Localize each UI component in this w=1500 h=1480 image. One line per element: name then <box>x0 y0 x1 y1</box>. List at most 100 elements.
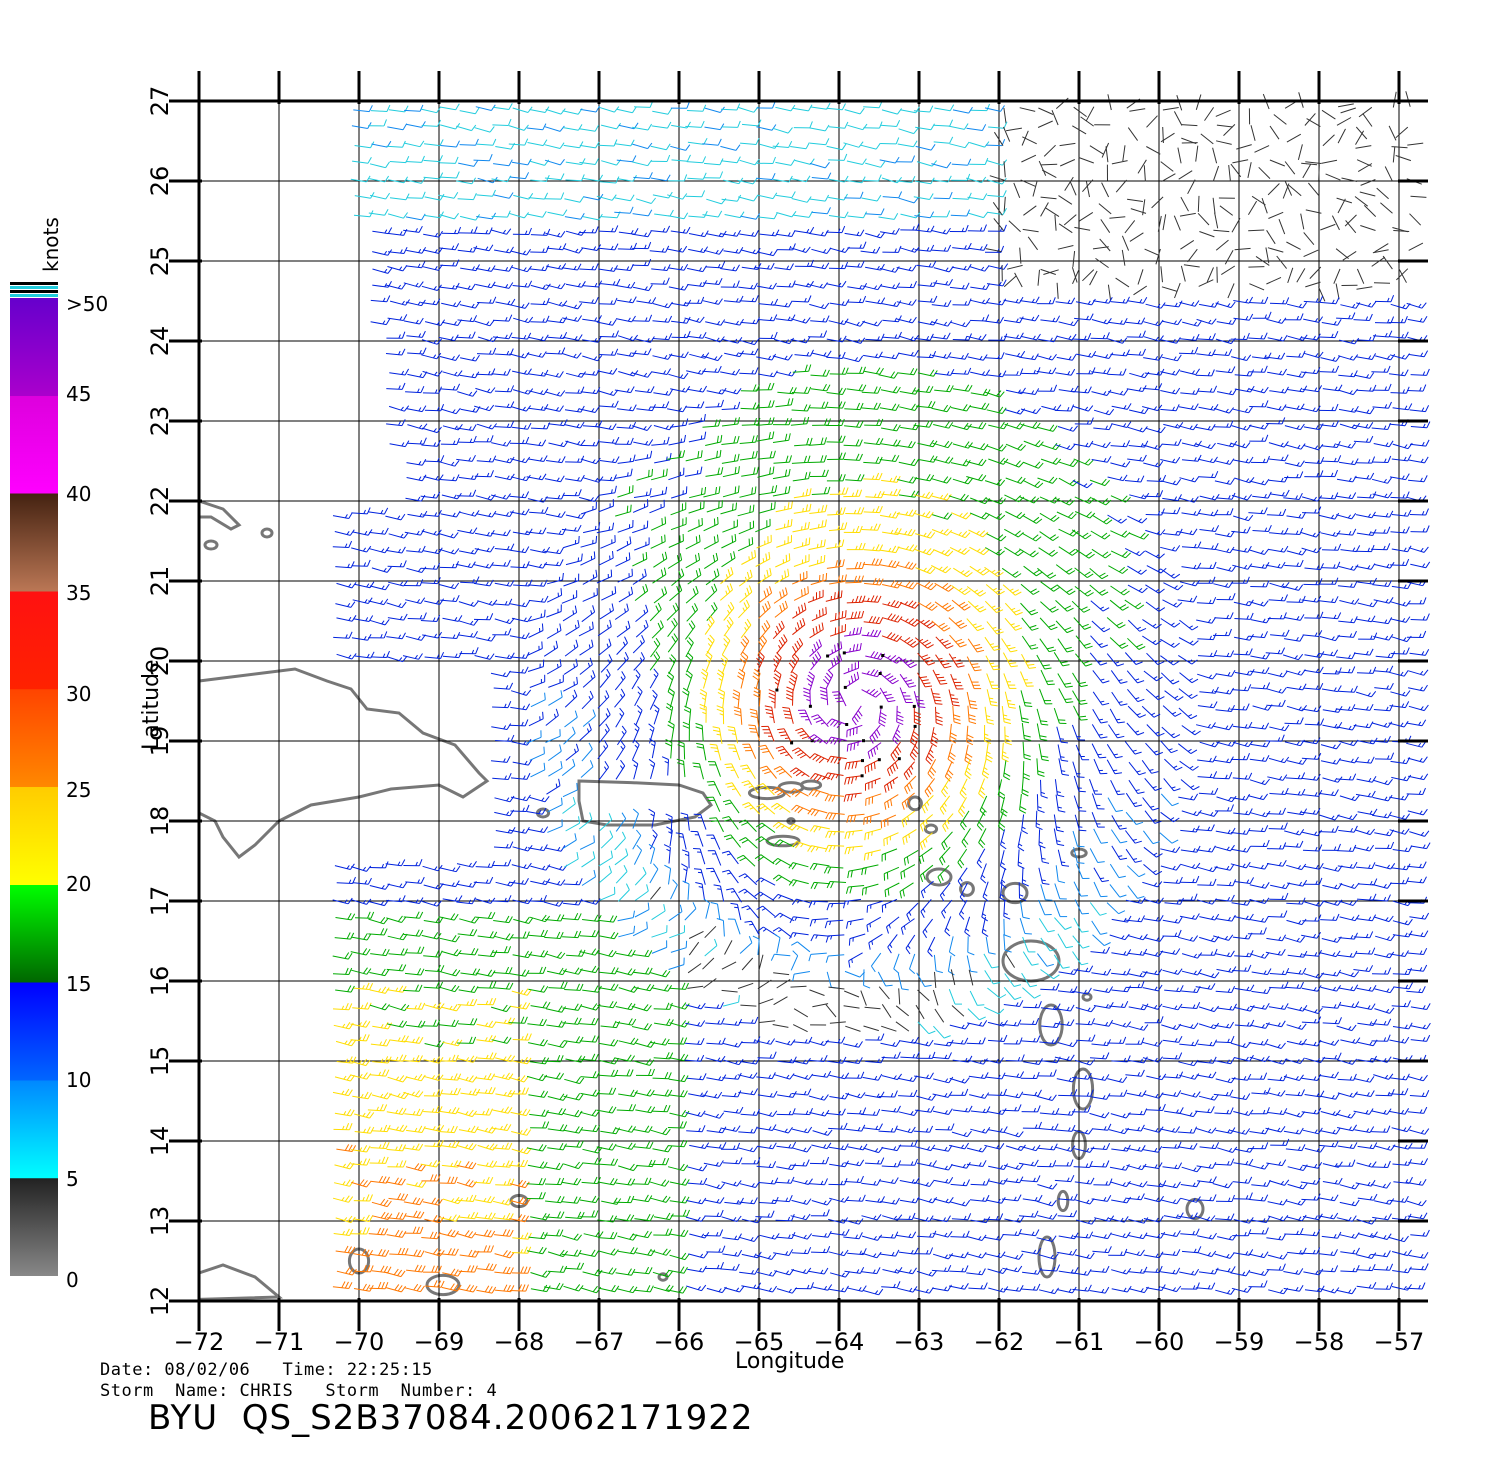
wind-barb <box>881 109 898 115</box>
wind-barb-feather <box>890 580 896 587</box>
wind-barb-feather <box>1017 551 1024 557</box>
wind-barb-feather <box>1300 443 1306 450</box>
wind-barb-feather <box>1226 510 1229 515</box>
wind-barb-feather <box>507 628 512 636</box>
wind-barb-feather <box>702 265 707 272</box>
wind-barb-feather <box>1091 367 1096 375</box>
wind-barb-feather <box>540 371 544 376</box>
wind-barb <box>528 336 545 342</box>
wind-barb-feather <box>964 384 970 391</box>
wind-barb-feather <box>453 191 459 199</box>
wind-barb <box>1019 247 1022 264</box>
wind-barb <box>547 301 563 307</box>
wind-barb <box>1233 300 1250 304</box>
wind-barb-feather <box>454 156 459 164</box>
wind-barb <box>1003 319 1020 324</box>
wind-barb <box>1356 514 1372 519</box>
wind-barb-feather <box>1087 386 1092 394</box>
wind-barb-feather <box>1172 458 1176 463</box>
wind-barb-feather <box>541 351 547 358</box>
wind-barb-feather <box>1402 494 1405 499</box>
wind-barb-feather <box>994 628 1002 632</box>
wind-barb-feather <box>911 563 917 570</box>
wind-barb <box>809 511 826 514</box>
wind-barb <box>898 335 915 342</box>
wind-barb-feather <box>1066 607 1074 612</box>
wind-barb-feather <box>857 263 860 268</box>
wind-barb <box>1339 423 1356 430</box>
wind-barb-feather <box>796 622 800 630</box>
wind-barb-feather <box>841 611 844 619</box>
wind-barb-feather <box>958 587 963 592</box>
wind-barb <box>1004 423 1020 430</box>
wind-barb <box>829 616 846 622</box>
wind-barb <box>1265 564 1282 569</box>
wind-barb-feather <box>911 299 917 306</box>
wind-barb-feather <box>1226 532 1230 537</box>
wind-barb-feather <box>858 489 863 497</box>
wind-barb <box>1278 219 1286 235</box>
wind-barb-feather <box>417 496 421 501</box>
wind-barb <box>1268 599 1285 602</box>
wind-barb <box>846 388 863 392</box>
wind-barb <box>1160 161 1174 172</box>
wind-barb-feather <box>1051 367 1057 375</box>
wind-barb <box>952 478 969 485</box>
wind-barb <box>1179 301 1196 307</box>
wind-barb <box>1249 283 1265 291</box>
wind-barb <box>668 441 685 446</box>
wind-barb <box>1003 107 1007 124</box>
wind-barb <box>1373 443 1390 448</box>
wind-barb-feather <box>826 207 831 214</box>
wind-barb-feather <box>486 321 490 326</box>
wind-barb-feather <box>647 123 653 131</box>
wind-barb-feather <box>1333 564 1336 569</box>
wind-barb-feather <box>524 530 528 535</box>
wind-barb <box>618 371 634 377</box>
wind-barb-feather <box>545 245 550 253</box>
wind-barb-feather <box>912 642 920 648</box>
wind-barb <box>528 197 545 200</box>
wind-barb-feather <box>1331 406 1334 411</box>
wind-barb-feather <box>417 301 421 306</box>
wind-barb-feather <box>894 334 898 339</box>
wind-barb-feather <box>1157 511 1161 516</box>
wind-barb-feather <box>1314 445 1319 450</box>
wind-barb <box>1320 301 1337 305</box>
wind-barb-feather <box>1383 368 1386 373</box>
wind-barb-feather <box>822 573 824 582</box>
wind-barb-feather <box>437 509 442 517</box>
wind-barb-feather <box>1406 386 1410 394</box>
wind-barb <box>738 286 755 290</box>
wind-barb-feather <box>769 316 773 321</box>
wind-barb-feather <box>984 141 990 148</box>
wind-barb-feather <box>559 334 563 339</box>
wind-barb-feather <box>581 281 586 288</box>
wind-barb <box>1198 476 1216 479</box>
wind-barb-feather <box>560 442 564 447</box>
wind-barb-feather <box>1405 526 1410 534</box>
wind-barb-feather <box>967 158 972 166</box>
wind-barb-feather <box>967 367 972 375</box>
wind-barb <box>1283 497 1300 500</box>
wind-barb-feather <box>1214 493 1220 501</box>
wind-barb-feather <box>454 371 458 376</box>
wind-barb <box>371 143 388 148</box>
wind-barb-feather <box>1261 299 1264 304</box>
wind-barb-feather <box>521 458 525 463</box>
wind-barb-feather <box>873 321 878 326</box>
wind-barb-feather <box>1143 533 1149 540</box>
wind-barb <box>406 249 423 254</box>
wind-barb <box>440 145 457 148</box>
wind-barb <box>1355 145 1372 149</box>
wind-barb <box>350 178 367 183</box>
wind-barb <box>772 304 789 308</box>
wind-barb-feather <box>928 603 935 610</box>
wind-barb-feather <box>768 355 772 360</box>
wind-barb-feather <box>1243 547 1247 552</box>
wind-barb-feather <box>1384 458 1387 463</box>
wind-barb-feather <box>702 385 708 393</box>
wind-barb-feather <box>433 428 437 432</box>
wind-barb-feather <box>1139 550 1146 557</box>
wind-barb-feather <box>1227 303 1231 307</box>
